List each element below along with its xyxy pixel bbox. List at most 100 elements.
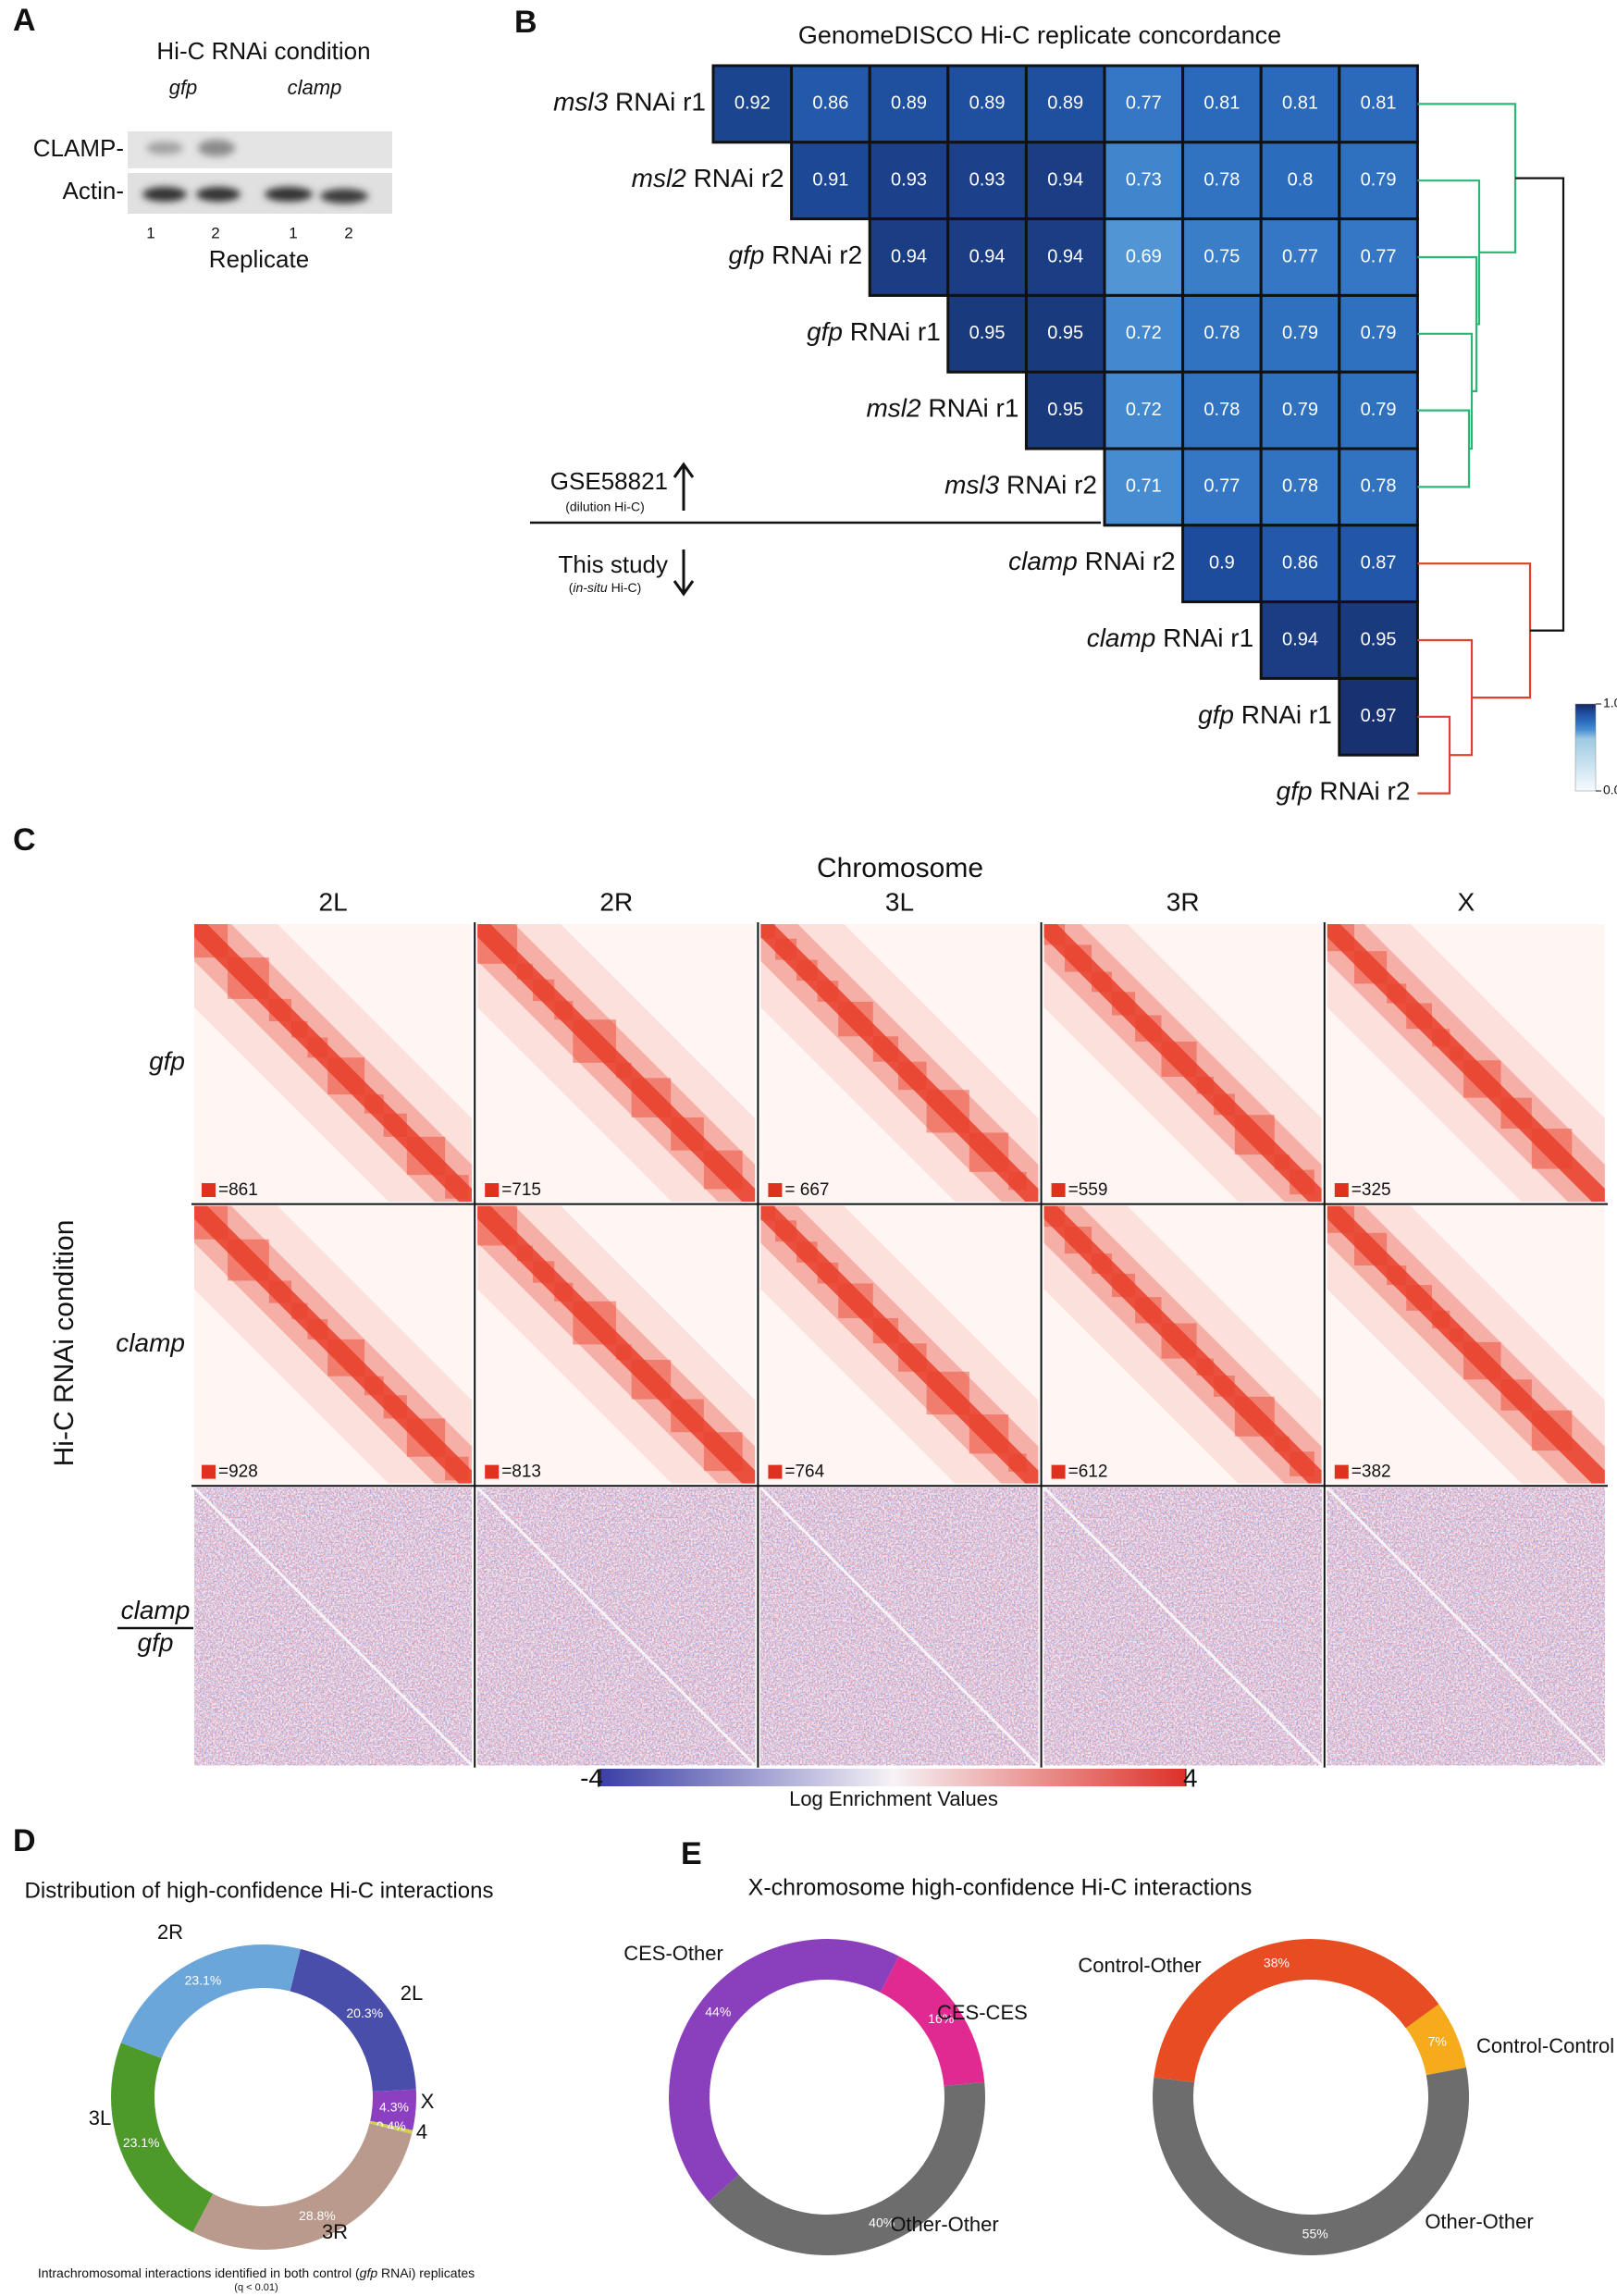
text-span: gfp (1277, 777, 1313, 806)
tad (817, 1262, 839, 1284)
tad (406, 1418, 446, 1457)
heatmap-cell (1103, 370, 1185, 451)
scale-swatch (1334, 1183, 1349, 1197)
tad (1354, 1232, 1388, 1265)
tad (477, 924, 518, 964)
heatmap-cell (1181, 217, 1263, 297)
text-span: clamp (1008, 548, 1078, 576)
category-label: X (421, 2090, 435, 2113)
cell-value: 0.73 (1126, 169, 1162, 190)
tad (1043, 1205, 1066, 1228)
text-span: RNAi r1 (1155, 623, 1253, 652)
row-label: msl3 RNAi r1 (553, 88, 706, 117)
tad (760, 924, 776, 939)
scale-label: = 667 (784, 1180, 829, 1200)
tad (477, 1205, 518, 1246)
cell-value: 0.77 (1282, 246, 1318, 266)
diagonal-band (477, 1205, 756, 1484)
arrow (673, 549, 695, 597)
donut-segment (290, 1948, 416, 2092)
tad (631, 1078, 672, 1117)
cell-value: 0.94 (969, 246, 1006, 266)
hic-map (759, 1487, 1040, 1767)
tad (1092, 971, 1112, 993)
y-axis-label: Hi-C RNAi condition (49, 1220, 80, 1467)
colorbar (600, 1769, 1186, 1786)
tad (969, 1132, 1009, 1172)
tad (616, 1344, 632, 1360)
tad (1290, 1451, 1315, 1476)
tad (517, 963, 533, 980)
scale-label: =382 (1352, 1463, 1391, 1482)
text-span: RNAi r2 (1078, 548, 1176, 576)
cell-value: 0.71 (1126, 476, 1162, 497)
tad (1043, 924, 1066, 945)
annotation-sub: (in-situ Hi-C) (569, 580, 642, 595)
tad (573, 1019, 617, 1063)
colorbar-tick-label: 1.0 (1603, 696, 1617, 710)
tad (1354, 951, 1388, 984)
scale-swatch (202, 1183, 216, 1197)
tad (1406, 1285, 1433, 1311)
map-diagonal (192, 1487, 474, 1767)
diagonal-band (477, 924, 756, 1202)
blot-title: Hi-C RNAi condition (156, 37, 370, 65)
cell-value: 0.78 (1203, 323, 1240, 343)
tad (1274, 1154, 1290, 1170)
row-label: clamp (116, 1328, 185, 1357)
tad (327, 1057, 365, 1095)
text-span: Intrachromosomal interactions identified… (38, 2265, 360, 2280)
tad (268, 1280, 291, 1303)
tad (383, 1113, 407, 1137)
cell-value: 0.79 (1361, 323, 1397, 343)
tad (872, 1317, 899, 1344)
heatmap-cell (1338, 141, 1419, 221)
diagonal-band (1043, 1205, 1322, 1484)
donut-segment (120, 1944, 301, 2059)
cell-value: 0.95 (1047, 400, 1083, 420)
hic-map (760, 924, 1039, 1202)
scale-label: =559 (1068, 1180, 1108, 1200)
value-label: 23.1% (123, 2135, 160, 2150)
panel-label: E (681, 1836, 702, 1871)
lane-label: 1 (146, 224, 154, 241)
text-span: clamp (288, 76, 342, 99)
category-label: 2L (401, 1981, 423, 2005)
blot-band (146, 142, 183, 154)
tad (1196, 1358, 1215, 1376)
tad (760, 1205, 776, 1221)
tad (445, 1456, 469, 1481)
tad (872, 1036, 899, 1062)
text-span: msl3 (944, 471, 1000, 500)
cell-value: 0.95 (1361, 629, 1397, 649)
arrow (673, 462, 695, 511)
value-label: 16% (928, 2011, 954, 2026)
diagonal-band (760, 924, 1039, 1202)
cell-value: 0.81 (1282, 93, 1318, 114)
tad (1327, 924, 1355, 952)
chart-note: Intrachromosomal interactions identified… (38, 2265, 475, 2280)
text-span: gfp (807, 317, 843, 346)
tad (307, 1037, 328, 1058)
heatmap-cell (1259, 600, 1341, 680)
tad (1463, 1341, 1501, 1380)
hic-map (1043, 924, 1322, 1202)
tad (1111, 992, 1136, 1016)
tad (445, 1175, 469, 1199)
tad (1135, 1297, 1162, 1324)
map-diagonal (759, 1487, 1040, 1767)
cell-value: 0.77 (1361, 246, 1397, 266)
tad (290, 1020, 308, 1038)
row-label: gfp RNAi r2 (1277, 777, 1411, 806)
tad (517, 1245, 533, 1262)
cell-value: 0.87 (1361, 552, 1397, 573)
hic-map (192, 1487, 474, 1767)
cell-value: 0.86 (812, 93, 848, 114)
annotation: This study (559, 550, 669, 578)
heatmap-cell (1338, 676, 1419, 757)
tad (327, 1339, 365, 1376)
cell-value: 0.79 (1282, 400, 1318, 420)
tad (926, 1371, 969, 1415)
map-diagonal (1326, 1487, 1606, 1767)
